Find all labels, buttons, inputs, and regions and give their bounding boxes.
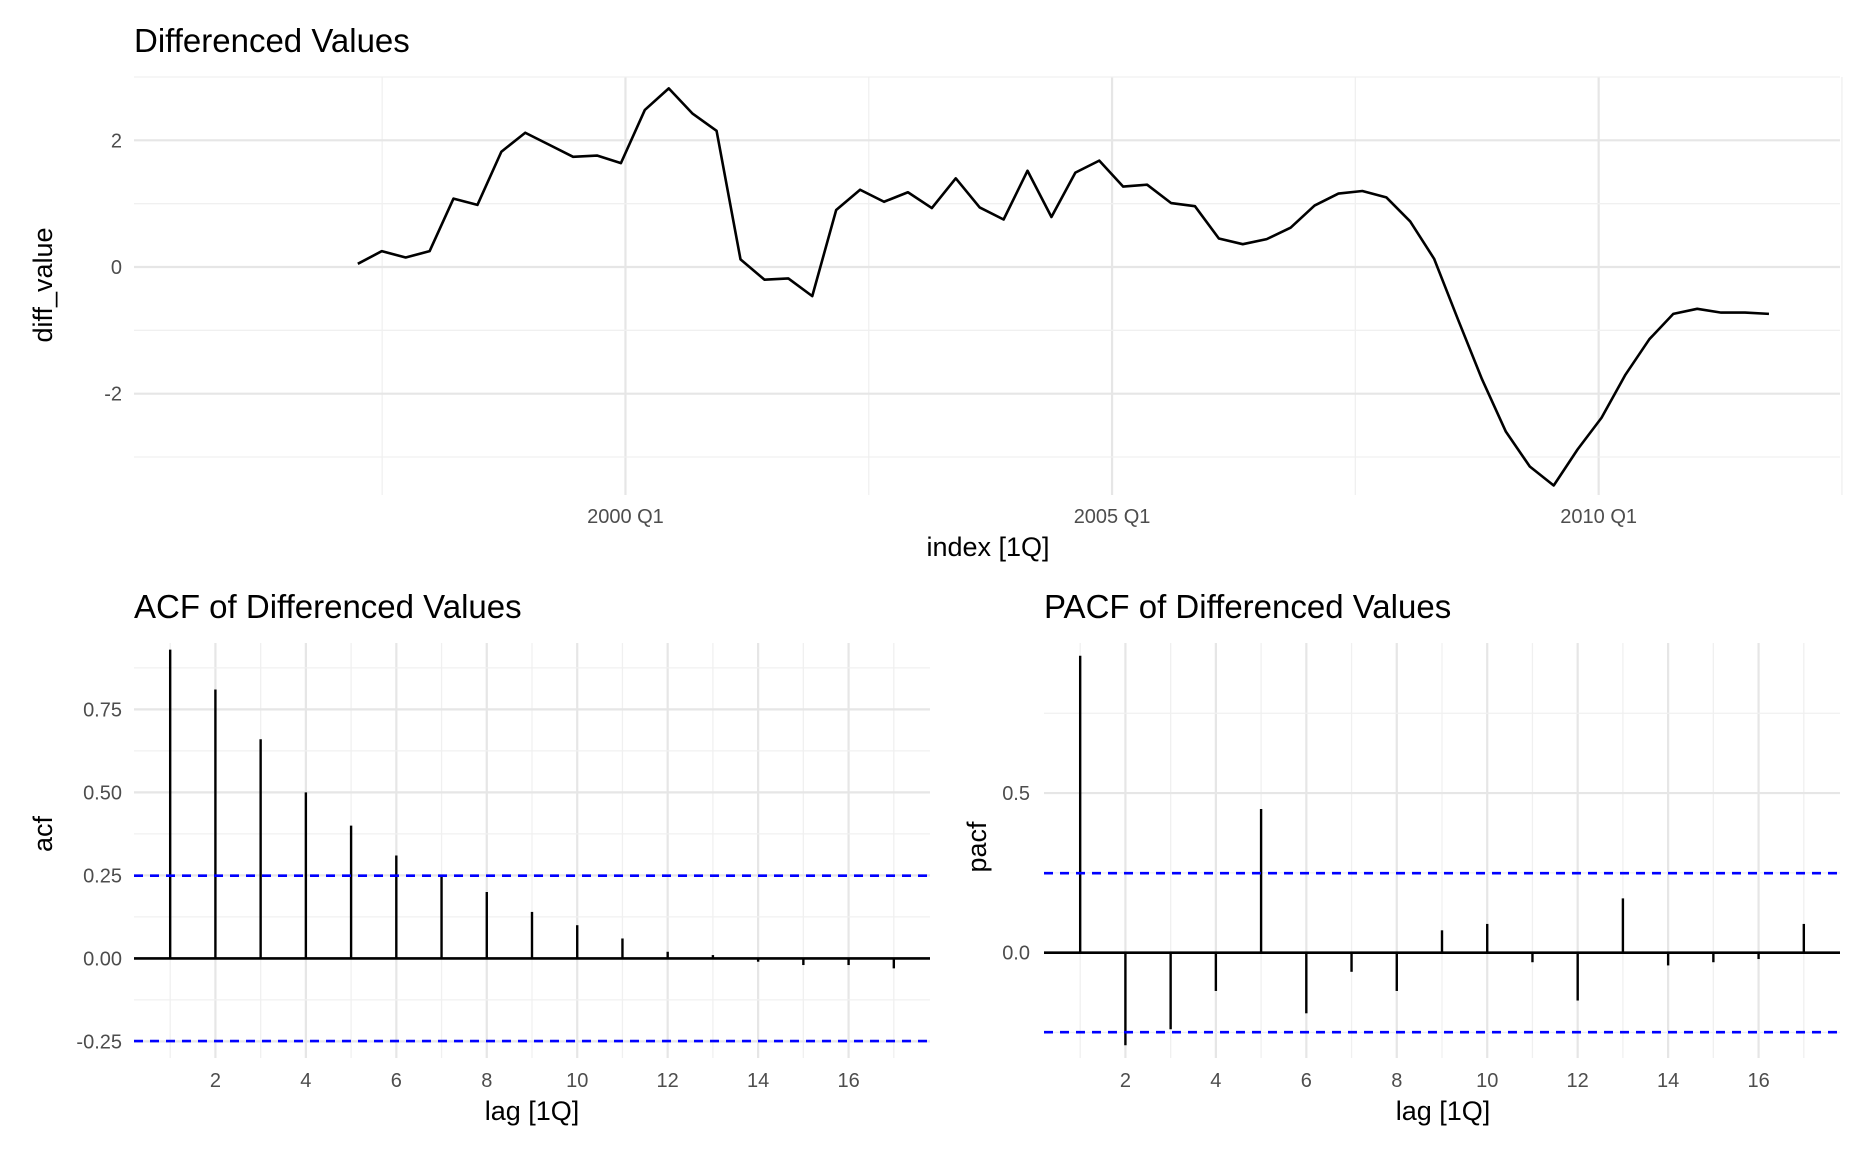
y-tick-label: 2 <box>111 130 122 152</box>
x-tick-label: 2 <box>1120 1070 1131 1092</box>
x-tick-label: 2000 Q1 <box>587 506 664 528</box>
x-tick-label: 8 <box>481 1070 492 1092</box>
y-tick-label: 0.00 <box>83 948 122 970</box>
y-tick-label: 0 <box>111 257 122 279</box>
x-tick-label: 2 <box>210 1070 221 1092</box>
tick-labels: 2000 Q1 2005 Q1 2010 Q1 -2 0 2 <box>104 130 1637 528</box>
x-tick-label: 2005 Q1 <box>1074 506 1151 528</box>
x-tick-label: 4 <box>300 1070 311 1092</box>
y-axis-title: pacf <box>962 821 992 873</box>
x-tick-label: 14 <box>1657 1070 1679 1092</box>
x-tick-label: 16 <box>1747 1070 1769 1092</box>
x-tick-label: 8 <box>1391 1070 1402 1092</box>
x-tick-label: 12 <box>1567 1070 1589 1092</box>
grid <box>134 76 1843 495</box>
y-tick-label: 0.0 <box>1002 943 1030 965</box>
chart-title: ACF of Differenced Values <box>134 588 522 625</box>
x-tick-label: 14 <box>747 1070 769 1092</box>
panel-pacf: PACF of Differenced Values 2 4 6 8 10 12 14 16 0… <box>962 588 1840 1126</box>
x-axis-title: index [1Q] <box>926 532 1049 562</box>
acf-bars <box>134 649 930 1043</box>
x-tick-label: 6 <box>391 1070 402 1092</box>
pacf-bars <box>1044 655 1840 1046</box>
grid <box>1044 643 1840 1058</box>
y-tick-label: -0.25 <box>76 1031 122 1053</box>
x-axis-title: lag [1Q] <box>1396 1096 1491 1126</box>
x-tick-label: 2010 Q1 <box>1560 506 1637 528</box>
y-tick-label: 0.5 <box>1002 783 1030 805</box>
x-tick-label: 12 <box>657 1070 679 1092</box>
chart-title: Differenced Values <box>134 22 410 59</box>
x-tick-label: 16 <box>837 1070 859 1092</box>
x-axis-title: lag [1Q] <box>485 1096 580 1126</box>
tick-labels: 2 4 6 8 10 12 14 16 -0.25 0.00 0.25 0.50 0.75 <box>76 699 859 1092</box>
tick-labels: 2 4 6 8 10 12 14 16 0.0 0.5 <box>1002 783 1770 1092</box>
x-tick-label: 10 <box>566 1070 588 1092</box>
y-tick-label: 0.75 <box>83 699 122 721</box>
x-tick-label: 10 <box>1476 1070 1498 1092</box>
y-axis-title: diff_value <box>28 227 58 342</box>
y-tick-label: 0.50 <box>83 782 122 804</box>
panel-differenced-values: Differenced Values 2000 Q1 2005 Q1 2010 Q1… <box>28 22 1843 562</box>
panel-acf: ACF of Differenced Values 2 4 6 8 10 12 14 16 -0… <box>28 588 930 1126</box>
x-tick-label: 4 <box>1210 1070 1221 1092</box>
series-line <box>357 87 1770 487</box>
chart-title: PACF of Differenced Values <box>1044 588 1451 625</box>
y-axis-title: acf <box>28 815 58 852</box>
x-tick-label: 6 <box>1301 1070 1312 1092</box>
y-tick-label: 0.25 <box>83 865 122 887</box>
grid <box>134 643 930 1058</box>
y-tick-label: -2 <box>104 384 122 406</box>
